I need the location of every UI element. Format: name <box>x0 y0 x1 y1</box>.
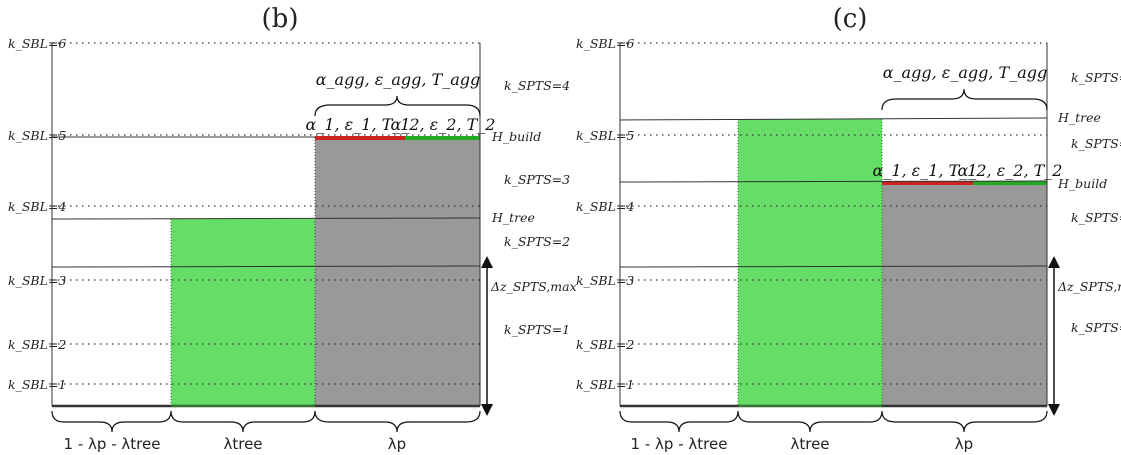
fraction-label: λtree <box>790 435 829 453</box>
h-build-label: H_build <box>1057 176 1107 191</box>
double-arrow-icon <box>1048 256 1060 416</box>
h-tree-label: H_tree <box>491 210 535 225</box>
k-sbl-label: k_SBL=6 <box>8 36 66 51</box>
k-sbl-label: k_SBL=2 <box>8 337 66 352</box>
tree-region <box>738 119 882 406</box>
k-spts-label: k_SPTS=1 <box>1071 320 1121 335</box>
k-sbl-label: k_SBL=5 <box>8 128 66 143</box>
bottom-brace <box>51 410 481 433</box>
spts-level-line <box>619 117 1048 121</box>
fraction-label: λtree <box>223 435 262 453</box>
building-region <box>882 182 1047 406</box>
spts-level-line <box>51 265 481 268</box>
panel-b: (b) k_SBL=6 k_SBL=5 k_SBL=4 k_SBL=3 k_SB… <box>8 4 577 453</box>
h-build-label: H_build <box>491 129 541 144</box>
aggregate-brace <box>881 88 1048 111</box>
k-sbl-label: k_SBL=6 <box>576 36 634 51</box>
spts-level-line <box>619 180 1048 183</box>
facet-2-properties-label: α_2, ε_2, T_2 <box>391 115 496 134</box>
spts-level-line <box>51 217 481 220</box>
k-sbl-label: k_SBL=4 <box>576 199 634 214</box>
k-spts-label: k_SPTS=4 <box>1071 70 1121 85</box>
k-spts-label: k_SPTS=4 <box>504 78 570 93</box>
k-spts-label: k_SPTS=1 <box>504 322 570 337</box>
panel-title: (c) <box>833 4 868 34</box>
roof-facet-2 <box>405 136 480 140</box>
k-sbl-label: k_SBL=1 <box>576 377 634 392</box>
k-sbl-label: k_SBL=3 <box>8 273 66 288</box>
bottom-brace <box>619 410 1048 433</box>
roof-facet-1 <box>315 136 405 140</box>
k-spts-label: k_SPTS=3 <box>504 172 570 187</box>
fraction-label: λp <box>955 435 973 453</box>
dz-spts-label: Δz_SPTS,max <box>1057 279 1121 294</box>
k-sbl-label: k_SBL=2 <box>576 337 634 352</box>
double-arrow-icon <box>481 256 493 416</box>
dz-spts-label: Δz_SPTS,max <box>490 279 577 294</box>
h-tree-label: H_tree <box>1057 110 1101 125</box>
aggregate-properties-label: α_agg, ε_agg, T_agg <box>316 70 480 89</box>
fraction-label: 1 - λp - λtree <box>64 435 161 453</box>
k-spts-label: k_SPTS=2 <box>1071 210 1121 225</box>
facet-1-properties-label: α_1, ε_1, T_1 <box>306 115 411 134</box>
fraction-label: λp <box>388 435 406 453</box>
k-spts-label: k_SPTS=2 <box>504 234 570 249</box>
building-region <box>315 137 480 406</box>
tree-region <box>171 219 315 406</box>
k-sbl-label: k_SBL=1 <box>8 377 66 392</box>
k-sbl-label: k_SBL=5 <box>576 128 634 143</box>
facet-2-properties-label: α_2, ε_2, T_2 <box>958 161 1063 180</box>
k-spts-label: k_SPTS=3 <box>1071 136 1121 151</box>
spts-level-line <box>619 265 1048 268</box>
panel-c: (c) k_SBL=6 k_SBL=5 k_SBL=4 k_SBL=3 k_SB… <box>576 4 1121 453</box>
facet-1-properties-label: α_1, ε_1, T_1 <box>873 161 978 180</box>
aggregate-brace <box>314 95 481 117</box>
roof-facet-1 <box>882 181 973 185</box>
aggregate-properties-label: α_agg, ε_agg, T_agg <box>883 63 1047 82</box>
roof-facet-2 <box>973 181 1047 185</box>
k-sbl-label: k_SBL=3 <box>576 273 634 288</box>
k-sbl-label: k_SBL=4 <box>8 199 66 214</box>
panel-title: (b) <box>262 4 299 34</box>
fraction-label: 1 - λp - λtree <box>631 435 728 453</box>
